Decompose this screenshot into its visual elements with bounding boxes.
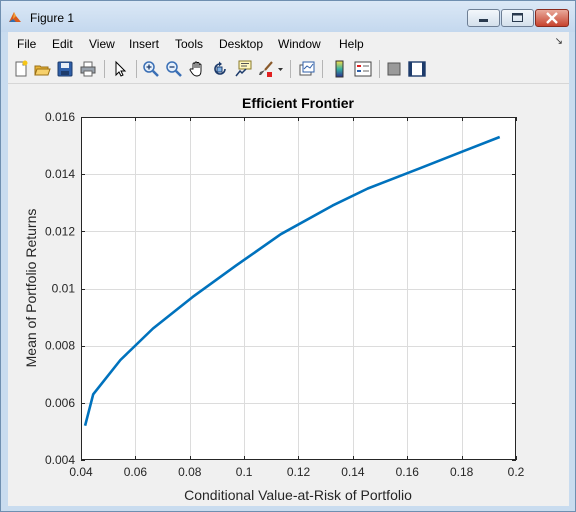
- x-tick-label: 0.16: [396, 465, 420, 479]
- menu-desktop[interactable]: Desktop: [219, 37, 264, 51]
- rotate-3d-icon[interactable]: [211, 60, 229, 78]
- chart-title: Efficient Frontier: [242, 95, 355, 111]
- y-tick-label: 0.008: [45, 339, 75, 353]
- x-tick-label: 0.08: [178, 465, 202, 479]
- zoom-out-icon[interactable]: [165, 60, 183, 78]
- figure-toolbar: [8, 55, 569, 84]
- menu-bar: File Edit View Insert Tools Desktop Wind…: [8, 32, 569, 55]
- menu-edit[interactable]: Edit: [52, 37, 73, 51]
- maximize-button[interactable]: [501, 9, 534, 27]
- minimize-button[interactable]: [467, 9, 500, 27]
- matlab-icon: [9, 12, 21, 22]
- hide-plot-tools-icon[interactable]: [385, 60, 403, 78]
- link-plot-icon[interactable]: [298, 60, 316, 78]
- y-tick-label: 0.01: [52, 282, 76, 296]
- x-tick-label: 0.14: [341, 465, 365, 479]
- y-tick-label: 0.012: [45, 224, 75, 238]
- toolbar-separator: [104, 60, 105, 78]
- pan-icon[interactable]: [188, 60, 206, 78]
- chart[interactable]: 0.04 0.06 0.08 0.1 0.12 0.14 0.16 0.18 0.2 0.004 0…: [8, 84, 569, 506]
- x-tick-label: 0.04: [69, 465, 93, 479]
- x-tick-label: 0.2: [508, 465, 525, 479]
- menu-file[interactable]: File: [17, 37, 37, 51]
- brush-dropdown-icon[interactable]: [276, 60, 285, 78]
- menu-view[interactable]: View: [89, 37, 115, 51]
- menu-tools[interactable]: Tools: [175, 37, 204, 51]
- menu-help[interactable]: Help: [339, 37, 364, 51]
- menu-window[interactable]: Window: [278, 37, 321, 51]
- save-icon[interactable]: [56, 60, 74, 78]
- window-title: Figure 1: [30, 11, 75, 25]
- x-tick-label: 0.18: [450, 465, 474, 479]
- x-axis-label: Conditional Value-at-Risk of Portfolio: [184, 487, 412, 503]
- pointer-icon[interactable]: [111, 60, 129, 78]
- new-figure-icon[interactable]: [12, 60, 30, 78]
- y-tick-label: 0.016: [45, 110, 75, 124]
- figure-canvas: 0.04 0.06 0.08 0.1 0.12 0.14 0.16 0.18 0.2 0.004 0…: [8, 84, 569, 506]
- y-tick-label: 0.014: [45, 167, 75, 181]
- toolbar-separator: [322, 60, 323, 78]
- toolbar-separator: [290, 60, 291, 78]
- title-bar[interactable]: Figure 1: [1, 1, 575, 32]
- data-cursor-icon[interactable]: [234, 60, 252, 78]
- menu-insert[interactable]: Insert: [129, 37, 160, 51]
- toolbar-separator: [136, 60, 137, 78]
- print-icon[interactable]: [79, 60, 97, 78]
- x-tick-label: 0.06: [124, 465, 148, 479]
- close-button[interactable]: [535, 9, 569, 27]
- legend-icon[interactable]: [354, 60, 372, 78]
- colorbar-icon[interactable]: [331, 60, 349, 78]
- y-tick-label: 0.004: [45, 453, 75, 467]
- frontier-line[interactable]: [83, 135, 501, 427]
- toolbar-separator: [379, 60, 380, 78]
- maximize-icon: [512, 13, 523, 22]
- y-tick-label: 0.006: [45, 396, 75, 410]
- menu-overflow-icon[interactable]: ↘: [554, 36, 563, 47]
- minimize-icon: [479, 19, 488, 22]
- brush-icon[interactable]: [257, 60, 275, 78]
- y-axis-label: Mean of Portfolio Returns: [23, 209, 39, 368]
- x-tick-label: 0.12: [287, 465, 311, 479]
- show-plot-tools-icon[interactable]: [408, 60, 426, 78]
- x-tick-label: 0.1: [236, 465, 253, 479]
- zoom-in-icon[interactable]: [142, 60, 160, 78]
- axes-box: [81, 117, 516, 460]
- open-file-icon[interactable]: [33, 60, 51, 78]
- close-icon: [546, 12, 558, 24]
